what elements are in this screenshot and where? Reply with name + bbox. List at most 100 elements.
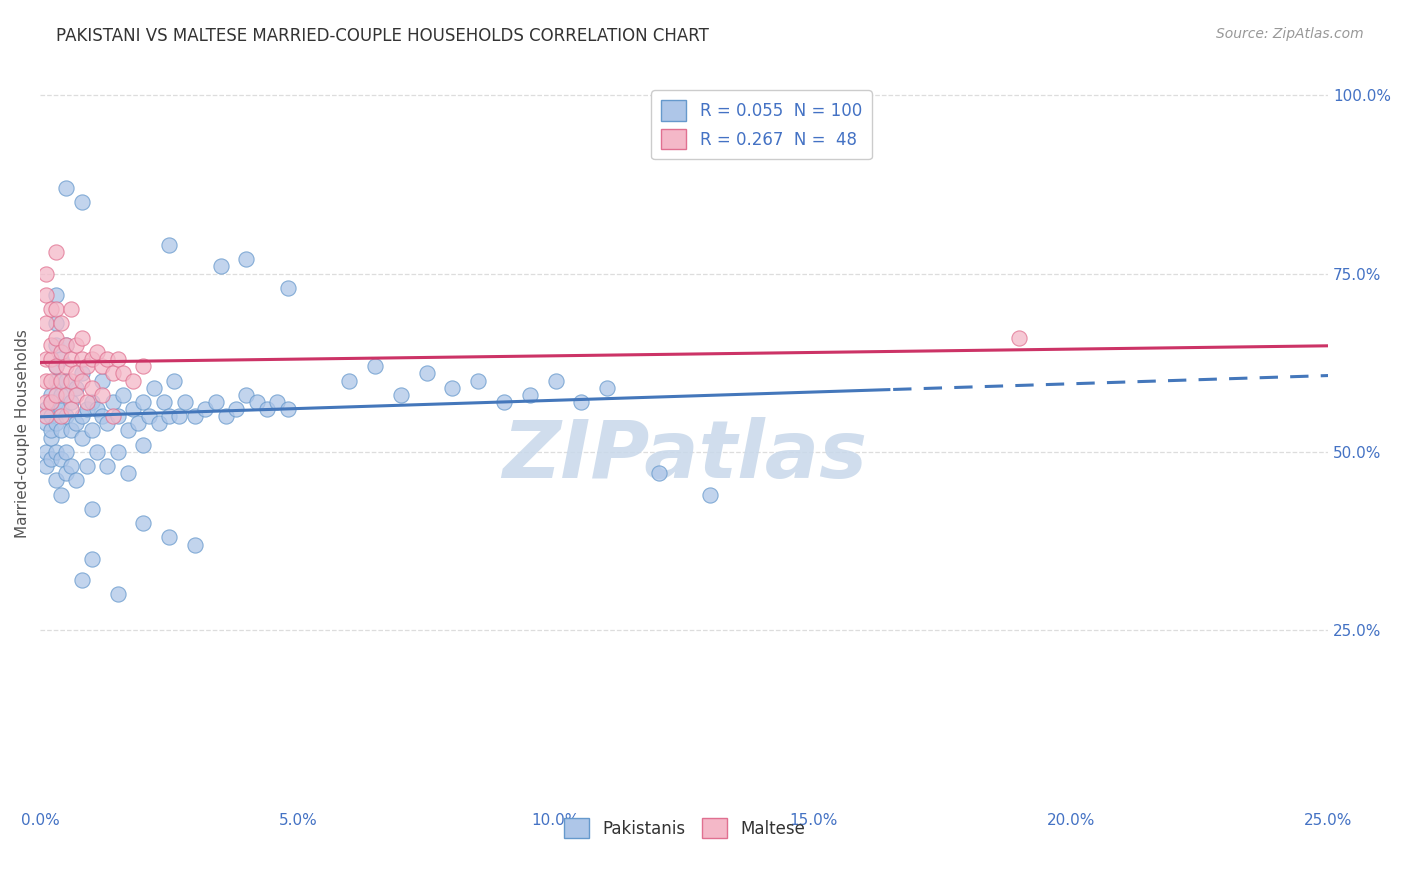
Point [65, 381, 87, 395]
Point [80, 352, 103, 367]
Point [34, 459, 56, 474]
Point [101, 367, 124, 381]
Point [34, 395, 56, 409]
Point [364, 359, 387, 374]
Point [76, 359, 98, 374]
Point [107, 409, 129, 424]
Point [45, 317, 67, 331]
Point [45, 417, 67, 431]
Point [45, 245, 67, 260]
Point [256, 402, 278, 417]
Point [70, 195, 93, 210]
Point [45, 445, 67, 459]
Point [34, 374, 56, 388]
Point [389, 388, 412, 402]
Point [55, 445, 77, 459]
Point [91, 374, 114, 388]
Point [39, 424, 62, 438]
Point [416, 367, 439, 381]
Point [111, 367, 134, 381]
Point [215, 409, 238, 424]
Point [76, 395, 98, 409]
Point [86, 445, 108, 459]
Point [34, 445, 56, 459]
Point [96, 352, 118, 367]
Point [70, 573, 93, 587]
Point [55, 374, 77, 388]
Point [49, 452, 72, 467]
Point [235, 388, 257, 402]
Point [277, 281, 299, 295]
Point [60, 424, 83, 438]
Point [266, 395, 288, 409]
Point [39, 352, 62, 367]
Point [49, 352, 72, 367]
Point [111, 388, 134, 402]
Point [70, 367, 93, 381]
Point [569, 395, 592, 409]
Point [55, 467, 77, 481]
Point [107, 587, 129, 601]
Point [34, 317, 56, 331]
Point [80, 551, 103, 566]
Point [225, 402, 247, 417]
Point [86, 345, 108, 359]
Point [39, 395, 62, 409]
Point [107, 445, 129, 459]
Point [55, 338, 77, 352]
Point [55, 181, 77, 195]
Point [132, 359, 155, 374]
Point [157, 238, 180, 252]
Point [138, 409, 160, 424]
Point [122, 402, 145, 417]
Point [184, 409, 207, 424]
Point [60, 402, 83, 417]
Point [39, 409, 62, 424]
Point [65, 367, 87, 381]
Point [80, 395, 103, 409]
Legend: Pakistanis, Maltese: Pakistanis, Maltese [557, 812, 811, 845]
Point [76, 459, 98, 474]
Point [60, 352, 83, 367]
Point [55, 409, 77, 424]
Point [96, 459, 118, 474]
Point [80, 381, 103, 395]
Point [70, 431, 93, 445]
Point [246, 395, 269, 409]
Point [34, 402, 56, 417]
Text: Source: ZipAtlas.com: Source: ZipAtlas.com [1216, 27, 1364, 41]
Point [117, 467, 139, 481]
Point [34, 417, 56, 431]
Point [49, 345, 72, 359]
Point [49, 317, 72, 331]
Point [492, 395, 515, 409]
Point [204, 395, 226, 409]
Point [1008, 331, 1031, 345]
Point [148, 417, 170, 431]
Point [647, 467, 669, 481]
Point [60, 459, 83, 474]
Point [49, 374, 72, 388]
Point [70, 409, 93, 424]
Point [101, 409, 124, 424]
Point [467, 374, 489, 388]
Point [80, 502, 103, 516]
Point [65, 417, 87, 431]
Point [127, 417, 149, 431]
Point [60, 302, 83, 317]
Point [157, 531, 180, 545]
Point [45, 331, 67, 345]
Point [49, 402, 72, 417]
Point [132, 438, 155, 452]
Point [39, 431, 62, 445]
Point [49, 488, 72, 502]
Point [86, 402, 108, 417]
Point [34, 352, 56, 367]
Point [45, 302, 67, 317]
Point [65, 474, 87, 488]
Point [39, 395, 62, 409]
Point [91, 409, 114, 424]
Point [209, 260, 232, 274]
Point [157, 409, 180, 424]
Point [70, 374, 93, 388]
